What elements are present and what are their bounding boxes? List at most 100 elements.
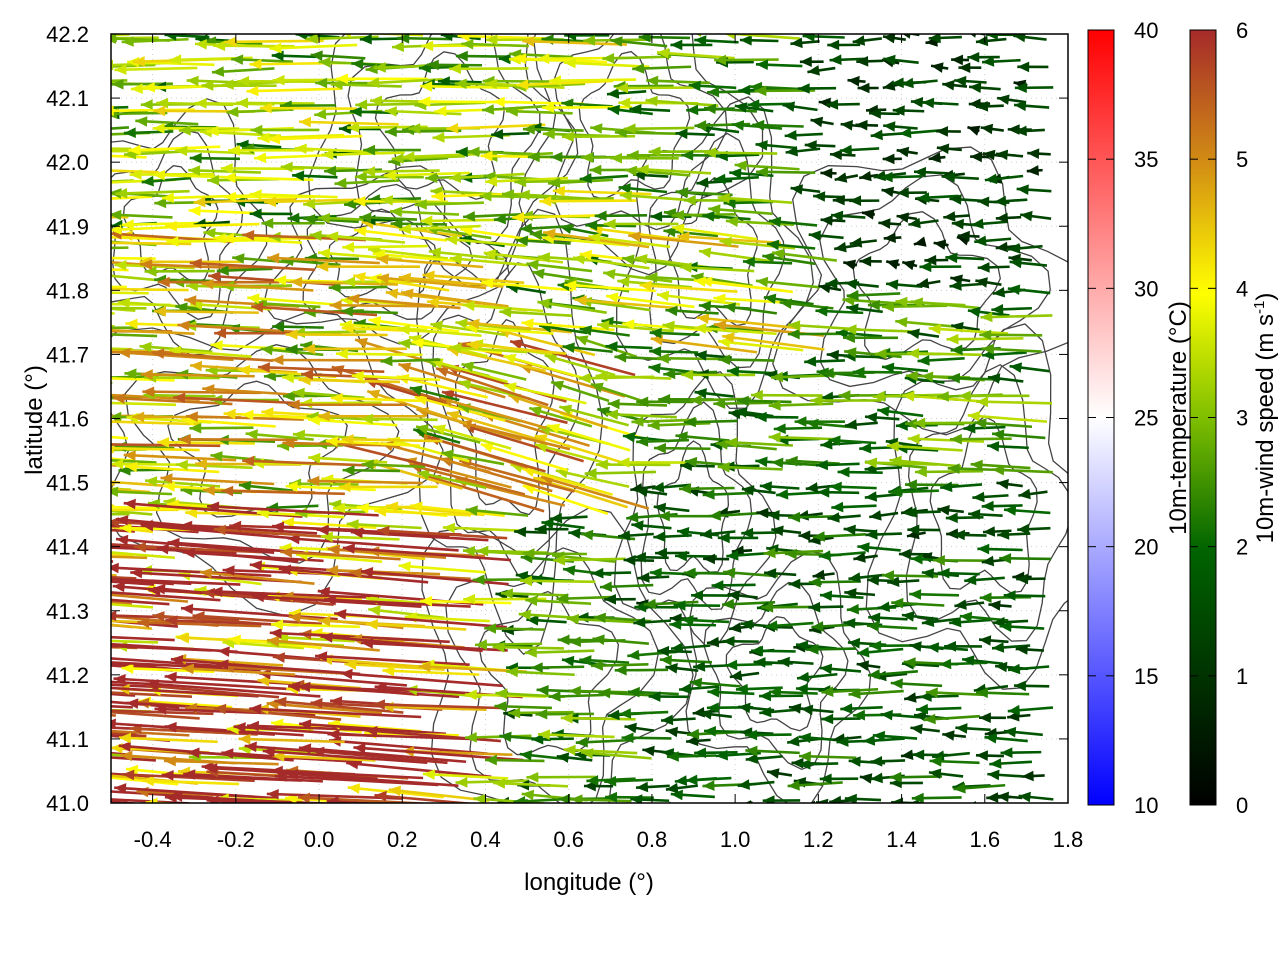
wind-vector — [740, 805, 772, 807]
wind-vector-head — [84, 652, 96, 663]
wind-vector — [286, 334, 388, 335]
wind-vector — [803, 805, 823, 806]
wind-vector-head — [98, 372, 110, 383]
wind-vector-head — [18, 609, 30, 620]
wind-vector-head — [52, 436, 64, 447]
y-tick-label: 42.1 — [46, 86, 89, 111]
wind-vector-head — [88, 236, 100, 247]
wind-vector — [549, 80, 636, 81]
wind-vector-head — [31, 304, 43, 315]
wind-vector-head — [73, 323, 85, 334]
wind-speed-cb-tick-label: 1 — [1236, 664, 1248, 689]
wind-vector-head — [46, 61, 58, 72]
wind-vector — [36, 325, 115, 326]
wind-vector — [53, 133, 110, 135]
wind-vector-head — [18, 569, 30, 580]
wind-vector-head — [84, 373, 96, 384]
wind-speed-cb-tick-label: 3 — [1236, 406, 1248, 431]
x-tick-label: 1.0 — [720, 827, 751, 852]
wind-vector-head — [92, 455, 104, 466]
wind-vector-head — [99, 392, 111, 403]
wind-vector — [52, 148, 131, 149]
wind-vector — [739, 805, 760, 806]
wind-speed-colorbar-label: 10m-wind speed (m s-1) — [1251, 293, 1279, 544]
x-tick-label: 1.8 — [1053, 827, 1084, 852]
wind-vector-head — [40, 188, 52, 199]
wind-vector-head — [76, 586, 88, 597]
wind-vector-head — [102, 105, 114, 116]
wind-vector-head — [14, 639, 26, 650]
wind-vector — [907, 804, 944, 805]
wind-vector-head — [63, 243, 75, 254]
y-tick-label: 41.7 — [46, 342, 89, 367]
wind-vector-head — [71, 705, 83, 716]
temperature-cb-tick-label: 15 — [1134, 664, 1158, 689]
wind-vector — [0, 707, 116, 716]
wind-vector-head — [68, 392, 80, 403]
x-tick-label: 1.4 — [886, 827, 917, 852]
wind-vector — [0, 638, 108, 650]
wind-vector-head — [27, 212, 39, 223]
x-tick-label: 0.8 — [637, 827, 668, 852]
wind-vector-head — [58, 254, 70, 265]
wind-vector — [15, 503, 114, 506]
wind-vector — [157, 442, 255, 443]
wind-vector-head — [79, 504, 91, 515]
y-tick-label: 42.2 — [46, 22, 89, 47]
wind-vector-head — [72, 587, 84, 598]
wind-vector-head — [0, 341, 3, 352]
y-tick-label: 41.4 — [46, 535, 89, 560]
wind-vector-head — [6, 567, 18, 578]
wind-vector-head — [97, 502, 109, 513]
wind-vector — [31, 309, 115, 314]
wind-vector-head — [13, 653, 25, 664]
y-tick-label: 41.3 — [46, 599, 89, 624]
wind-vector — [964, 806, 989, 807]
wind-vector-head — [85, 324, 97, 335]
wind-vector-head — [53, 129, 65, 140]
wind-vector-head — [100, 722, 112, 733]
wind-vector-head — [35, 281, 47, 292]
wind-vector — [846, 808, 899, 811]
wind-vector-head — [86, 62, 98, 73]
wind-vector-head — [0, 277, 3, 288]
y-tick-label: 41.1 — [46, 727, 89, 752]
wind-vector — [0, 768, 109, 777]
wind-vector-head — [61, 572, 73, 583]
y-tick-label: 41.9 — [46, 214, 89, 239]
temperature-cb-tick-label: 35 — [1134, 147, 1158, 172]
wind-vector-head — [53, 326, 65, 337]
wind-vector-head — [0, 232, 3, 243]
wind-vector-head — [72, 125, 84, 136]
x-tick-label: 1.6 — [969, 827, 1000, 852]
wind-vector-head — [93, 682, 105, 693]
wind-vector-head — [0, 264, 7, 275]
wind-vector-head — [846, 805, 858, 816]
wind-vector-head — [86, 129, 98, 140]
wind-vector-head — [701, 802, 713, 813]
wind-vector-head — [92, 547, 104, 558]
wind-vector — [701, 805, 739, 808]
wind-vector-head — [95, 329, 107, 340]
wind-vector — [17, 692, 106, 697]
wind-vector-head — [92, 476, 104, 487]
y-tick-label: 41.2 — [46, 663, 89, 688]
wind-vector — [9, 566, 117, 575]
wind-vector-head — [9, 477, 21, 488]
x-tick-label: 0.0 — [304, 827, 335, 852]
wind-vector-head — [4, 628, 16, 639]
wind-vector-head — [9, 723, 21, 734]
y-tick-label: 41.0 — [46, 791, 89, 816]
wind-vector-head — [75, 704, 87, 715]
wind-vector-head — [16, 588, 28, 599]
x-tick-label: -0.2 — [217, 827, 255, 852]
wind-vector — [154, 311, 259, 312]
wind-vector-head — [56, 509, 68, 520]
wind-vector-head — [15, 567, 27, 578]
wind-vector-head — [11, 676, 23, 687]
wind-vector-head — [0, 790, 6, 801]
wind-speed-cb-tick-label: 2 — [1236, 535, 1248, 560]
wind-vector-head — [71, 637, 83, 648]
